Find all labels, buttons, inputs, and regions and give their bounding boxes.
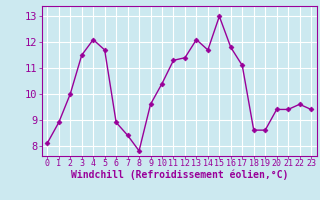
X-axis label: Windchill (Refroidissement éolien,°C): Windchill (Refroidissement éolien,°C) bbox=[70, 169, 288, 180]
